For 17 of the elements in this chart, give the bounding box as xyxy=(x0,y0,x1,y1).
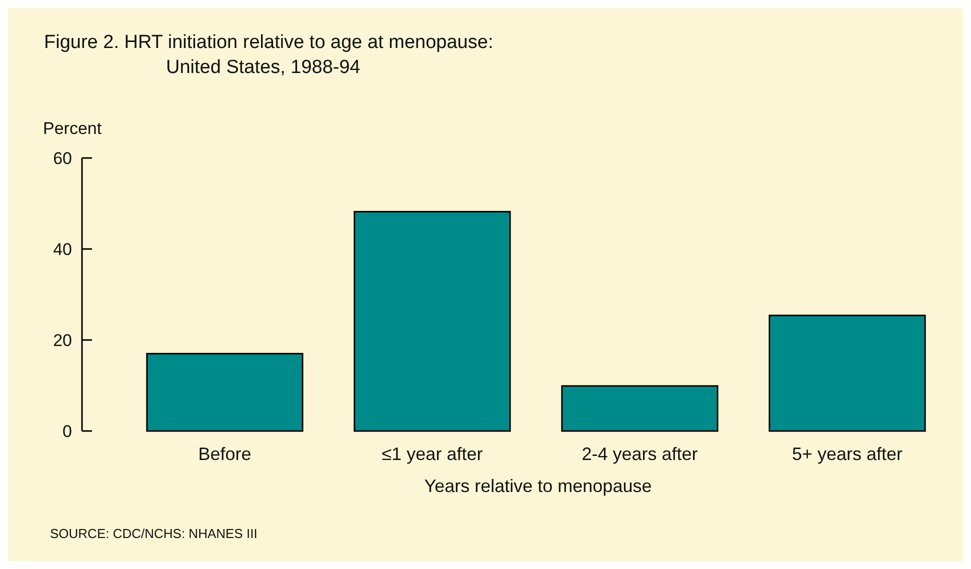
x-tick-label: ≤1 year after xyxy=(382,444,483,464)
x-tick-label: 2-4 years after xyxy=(582,444,698,464)
x-tick-label: 5+ years after xyxy=(792,444,903,464)
y-tick-label: 60 xyxy=(53,148,72,168)
chart-subtitle: United States, 1988-94 xyxy=(166,57,361,78)
y-tick-label: 40 xyxy=(53,240,72,259)
bar xyxy=(768,314,926,432)
bar xyxy=(354,210,511,432)
chart-title: Figure 2. HRT initiation relative to age at menopause: xyxy=(44,32,494,53)
y-tick-label: 0 xyxy=(62,422,72,441)
x-tick-label: Before xyxy=(198,444,252,464)
y-axis-title: Percent xyxy=(43,119,102,138)
y-tick-label: 20 xyxy=(53,330,72,350)
bar xyxy=(146,352,304,432)
x-axis-title: Years relative to menopause xyxy=(424,476,652,496)
bar xyxy=(561,385,718,432)
source-note: SOURCE: CDC/NCHS: NHANES III xyxy=(50,526,258,541)
